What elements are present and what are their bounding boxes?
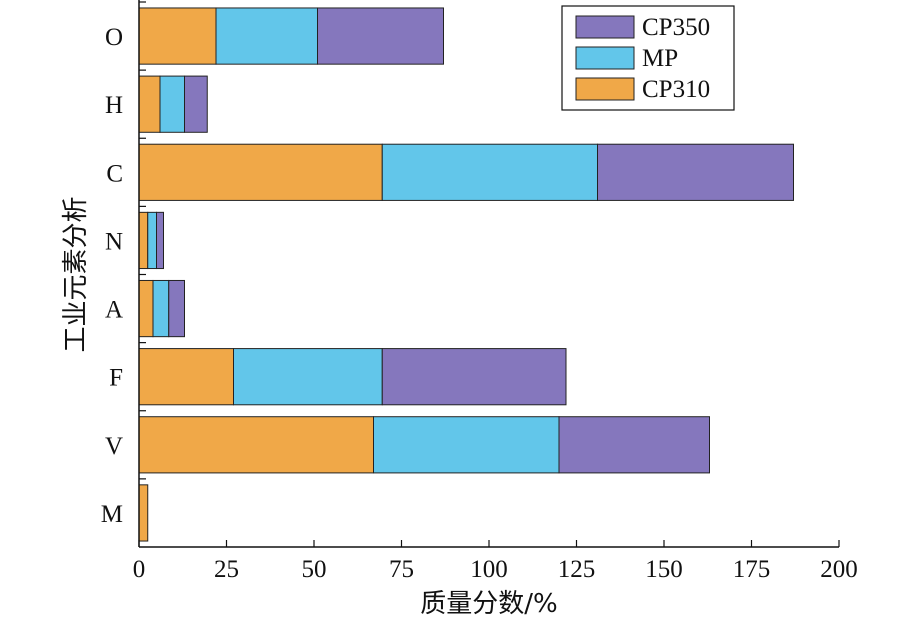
bar-A-cp350 — [168, 279, 185, 338]
bar-F-cp310 — [138, 348, 234, 406]
y-tick-label-O: O — [105, 24, 123, 51]
bar-C-mp — [381, 143, 598, 201]
bar-C-cp310 — [138, 143, 383, 201]
axes-layer — [138, 0, 840, 548]
x-axis-title: 质量分数/% — [420, 589, 557, 619]
bar-V-cp350 — [558, 416, 710, 474]
legend-label-mp: MP — [642, 45, 678, 72]
legend: CP350 MP CP310 — [561, 5, 735, 111]
bar-N-cp350 — [156, 211, 164, 270]
bar-A-mp — [152, 279, 170, 338]
legend-label-cp310: CP310 — [642, 76, 710, 103]
bar-O-mp — [215, 7, 318, 65]
bar-H-cp350 — [184, 75, 208, 133]
x-tick-label-0: 0 — [133, 556, 146, 583]
x-tick-label-175: 175 — [733, 556, 771, 583]
y-tick-label-N: N — [105, 228, 123, 255]
x-tick-label-100: 100 — [470, 556, 508, 583]
y-tick-label-M: M — [101, 501, 123, 528]
bar-A-cp310 — [138, 279, 154, 338]
bar-M-cp310 — [138, 484, 149, 542]
bar-C-cp350 — [597, 143, 794, 201]
y-tick-label-C: C — [106, 160, 123, 187]
y-tick-label-H: H — [105, 92, 123, 119]
bar-O-cp350 — [317, 7, 444, 65]
x-tick-label-150: 150 — [645, 556, 683, 583]
bar-N-cp310 — [138, 211, 149, 270]
legend-swatch-mp — [575, 46, 635, 70]
legend-swatch-cp350 — [575, 15, 635, 39]
y-tick-label-V: V — [105, 433, 123, 460]
x-tick-label-50: 50 — [302, 556, 327, 583]
y-tick-label-A: A — [105, 297, 123, 324]
bar-V-cp310 — [138, 416, 374, 474]
legend-label-cp350: CP350 — [642, 14, 710, 41]
bar-V-mp — [373, 416, 560, 474]
labels-layer: O H C N A F V M 0 25 50 75 100 125 150 175 200 — [101, 24, 858, 583]
x-tick-label-200: 200 — [820, 556, 858, 583]
x-tick-label-75: 75 — [389, 556, 414, 583]
bars-layer — [138, 7, 794, 542]
bar-F-mp — [233, 348, 383, 406]
y-axis-title: 工业元素分析 — [61, 196, 91, 352]
x-tick-label-125: 125 — [558, 556, 596, 583]
bar-F-cp350 — [381, 348, 567, 406]
y-tick-label-F: F — [109, 365, 123, 392]
bar-H-cp310 — [138, 75, 161, 133]
bar-O-cp310 — [138, 7, 217, 65]
x-tick-label-25: 25 — [214, 556, 239, 583]
bar-H-mp — [159, 75, 185, 133]
legend-swatch-cp310 — [575, 77, 635, 101]
bar-N-mp — [147, 211, 157, 270]
